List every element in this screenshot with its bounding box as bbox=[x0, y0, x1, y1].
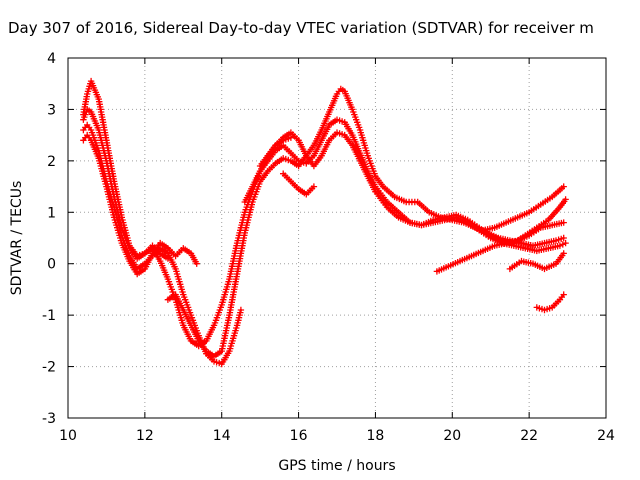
series-points bbox=[506, 250, 567, 273]
chart-title: Day 307 of 2016, Sidereal Day-to-day VTE… bbox=[8, 19, 594, 37]
series-satellite-i bbox=[433, 219, 567, 275]
x-tick-label: 16 bbox=[290, 428, 308, 444]
data-series bbox=[80, 77, 569, 368]
y-tick-label: 2 bbox=[47, 154, 56, 170]
x-tick-label: 18 bbox=[367, 428, 385, 444]
series-satellite-j bbox=[506, 250, 567, 273]
x-tick-label: 22 bbox=[520, 428, 538, 444]
y-tick-label: -1 bbox=[42, 308, 56, 324]
series-satellite-h bbox=[280, 170, 318, 198]
y-tick-label: -2 bbox=[42, 360, 56, 376]
y-tick-label: -3 bbox=[42, 411, 56, 427]
series-satellite-l bbox=[533, 291, 567, 314]
series-points bbox=[256, 129, 569, 247]
y-tick-label: 1 bbox=[47, 205, 56, 221]
y-tick-label: 0 bbox=[47, 257, 56, 273]
series-points bbox=[479, 183, 567, 234]
plot-frame bbox=[67, 57, 607, 419]
series-satellite-k bbox=[479, 183, 567, 234]
series-points bbox=[280, 170, 318, 198]
series-satellite-d bbox=[80, 131, 200, 278]
x-axis-title: GPS time / hours bbox=[278, 458, 395, 474]
series-points bbox=[533, 291, 567, 314]
x-tick-label: 14 bbox=[213, 428, 231, 444]
series-points bbox=[80, 131, 200, 278]
y-axis-title: SDTVAR / TECUs bbox=[9, 181, 25, 296]
x-tick-label: 20 bbox=[443, 428, 461, 444]
x-tick-label: 10 bbox=[59, 428, 77, 444]
x-tick-label: 12 bbox=[136, 428, 154, 444]
series-points bbox=[433, 219, 567, 275]
y-tick-label: 3 bbox=[47, 102, 56, 118]
series-satellite-g bbox=[256, 129, 569, 247]
y-tick-label: 4 bbox=[47, 51, 56, 67]
x-tick-label: 24 bbox=[597, 428, 615, 444]
